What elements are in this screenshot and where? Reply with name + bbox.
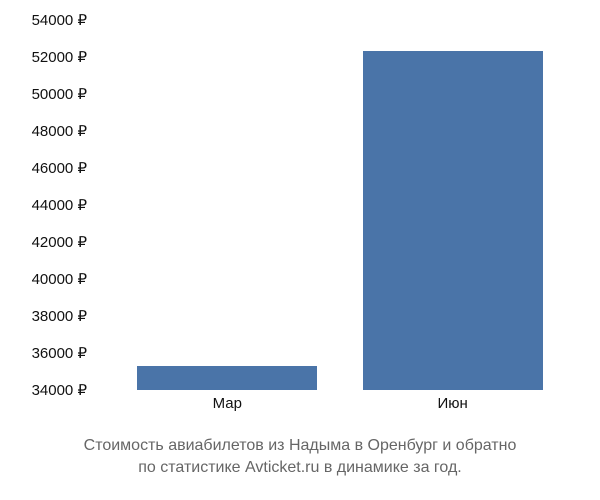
y-tick-label: 50000 ₽ xyxy=(32,85,87,103)
bar xyxy=(363,51,543,390)
caption-line-1: Стоимость авиабилетов из Надыма в Оренбу… xyxy=(84,437,517,454)
y-tick-label: 44000 ₽ xyxy=(32,196,87,214)
caption-line-2: по статистике Avticket.ru в динамике за … xyxy=(138,459,462,476)
y-tick-label: 42000 ₽ xyxy=(32,233,87,251)
y-tick-label: 40000 ₽ xyxy=(32,270,87,288)
y-tick-label: 54000 ₽ xyxy=(32,11,87,29)
y-tick-label: 46000 ₽ xyxy=(32,159,87,177)
y-tick-label: 36000 ₽ xyxy=(32,344,87,362)
chart-caption: Стоимость авиабилетов из Надыма в Оренбу… xyxy=(0,435,600,480)
price-bar-chart: 34000 ₽ 36000 ₽ 38000 ₽ 40000 ₽ 42000 ₽ 44000… xyxy=(0,0,600,420)
y-tick-label: 52000 ₽ xyxy=(32,48,87,66)
y-tick-label: 38000 ₽ xyxy=(32,307,87,325)
x-tick-label: Июн xyxy=(438,395,468,412)
bar xyxy=(137,366,317,390)
x-tick-label: Мар xyxy=(213,395,242,412)
y-tick-label: 48000 ₽ xyxy=(32,122,87,140)
x-axis: Мар Июн xyxy=(95,395,585,420)
y-axis: 34000 ₽36000 ₽38000 ₽40000 ₽42000 ₽44000… xyxy=(0,20,95,390)
y-tick-label: 34000 ₽ xyxy=(32,381,87,399)
plot-area xyxy=(95,20,585,390)
